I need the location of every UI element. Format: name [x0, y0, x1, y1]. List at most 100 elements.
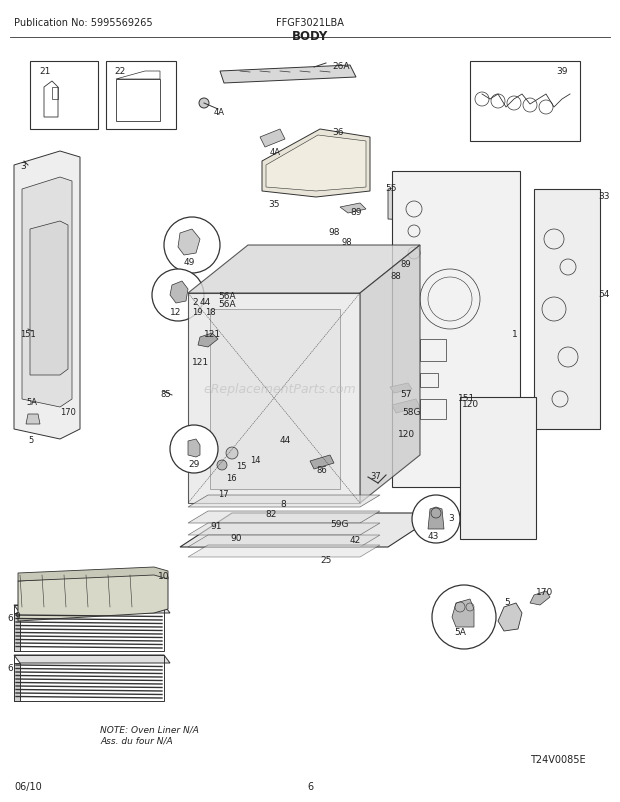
Text: 59G: 59G	[330, 520, 348, 529]
Text: 8: 8	[280, 500, 286, 508]
Polygon shape	[530, 591, 550, 606]
Polygon shape	[170, 282, 188, 304]
Text: 121: 121	[204, 330, 221, 338]
Circle shape	[226, 448, 238, 460]
Text: 85: 85	[160, 390, 171, 399]
Bar	[470, 62, 580, 142]
Polygon shape	[14, 663, 20, 701]
Text: 86: 86	[316, 465, 327, 475]
Polygon shape	[452, 599, 474, 627]
Polygon shape	[392, 399, 420, 414]
Circle shape	[432, 585, 496, 649]
Polygon shape	[260, 130, 285, 148]
Text: 12: 12	[170, 308, 182, 317]
Polygon shape	[188, 496, 380, 508]
Polygon shape	[188, 524, 380, 535]
Polygon shape	[14, 614, 20, 651]
Text: 14: 14	[250, 456, 260, 464]
Text: 37: 37	[370, 472, 381, 480]
Text: 89: 89	[350, 208, 361, 217]
Text: 98: 98	[342, 237, 353, 247]
Text: eReplacementParts.com: eReplacementParts.com	[204, 383, 356, 396]
Text: 10: 10	[158, 571, 169, 581]
Polygon shape	[26, 415, 40, 424]
Text: FFGF3021LBA: FFGF3021LBA	[276, 18, 344, 28]
Polygon shape	[340, 204, 366, 214]
Polygon shape	[188, 545, 380, 557]
Text: 56A: 56A	[218, 300, 236, 309]
Circle shape	[412, 496, 460, 543]
Text: 43: 43	[428, 532, 440, 541]
Polygon shape	[388, 182, 434, 221]
Text: 5: 5	[28, 435, 33, 444]
Text: 39: 39	[556, 67, 567, 76]
Polygon shape	[188, 245, 420, 294]
Text: 21: 21	[39, 67, 50, 76]
Text: 54: 54	[598, 290, 609, 298]
Text: 58G: 58G	[402, 407, 420, 416]
Polygon shape	[30, 221, 68, 375]
Text: 42: 42	[350, 535, 361, 545]
Text: 3: 3	[20, 162, 26, 171]
Polygon shape	[18, 573, 168, 622]
Text: 3: 3	[448, 513, 454, 522]
Text: BODY: BODY	[292, 30, 328, 43]
Text: 5A: 5A	[454, 627, 466, 636]
Polygon shape	[178, 229, 200, 256]
Text: 121: 121	[192, 358, 209, 367]
Text: 170: 170	[536, 587, 553, 596]
Polygon shape	[14, 152, 80, 439]
Bar	[420, 399, 446, 419]
Polygon shape	[392, 172, 520, 488]
Polygon shape	[22, 178, 72, 407]
Text: 170: 170	[60, 407, 76, 416]
Polygon shape	[14, 655, 170, 663]
Text: 33: 33	[598, 192, 609, 200]
Text: 49: 49	[184, 257, 195, 267]
Polygon shape	[262, 130, 370, 198]
Text: 5A: 5A	[26, 398, 37, 407]
Text: 6: 6	[307, 781, 313, 791]
Text: 17: 17	[218, 489, 229, 498]
Polygon shape	[498, 603, 522, 631]
Circle shape	[199, 99, 209, 109]
Text: NOTE: Oven Liner N/A: NOTE: Oven Liner N/A	[100, 725, 199, 734]
Text: 151: 151	[458, 394, 476, 403]
Circle shape	[164, 217, 220, 273]
Text: 9: 9	[14, 611, 20, 620]
Polygon shape	[14, 606, 170, 614]
Text: 120: 120	[462, 399, 479, 408]
Polygon shape	[210, 310, 340, 489]
Polygon shape	[266, 136, 366, 192]
Text: 5: 5	[504, 597, 510, 606]
Text: 25: 25	[320, 555, 331, 565]
Text: 88: 88	[390, 272, 401, 281]
Text: 18: 18	[205, 308, 216, 317]
Text: T24V0085E: T24V0085E	[530, 754, 586, 764]
Text: 91: 91	[210, 521, 221, 530]
Polygon shape	[460, 398, 536, 539]
Polygon shape	[390, 383, 412, 394]
Polygon shape	[310, 456, 334, 469]
Text: 4A: 4A	[270, 148, 281, 157]
Text: 19: 19	[192, 308, 203, 317]
Polygon shape	[220, 66, 356, 84]
Text: 1: 1	[512, 330, 518, 338]
Polygon shape	[188, 535, 380, 547]
Polygon shape	[188, 439, 200, 457]
Bar	[420, 374, 438, 387]
Text: 89: 89	[400, 260, 410, 269]
Text: 36: 36	[332, 128, 343, 137]
Text: 35: 35	[268, 200, 280, 209]
Polygon shape	[180, 513, 440, 547]
Bar	[106, 62, 176, 130]
Text: 2: 2	[192, 298, 198, 306]
Text: 55: 55	[385, 184, 397, 192]
Polygon shape	[534, 190, 600, 429]
Polygon shape	[428, 508, 444, 529]
Text: 98: 98	[328, 228, 340, 237]
Text: 6: 6	[7, 614, 13, 622]
Text: Ass. du four N/A: Ass. du four N/A	[100, 736, 172, 745]
Text: 57: 57	[400, 390, 412, 399]
Text: 151: 151	[20, 330, 36, 338]
